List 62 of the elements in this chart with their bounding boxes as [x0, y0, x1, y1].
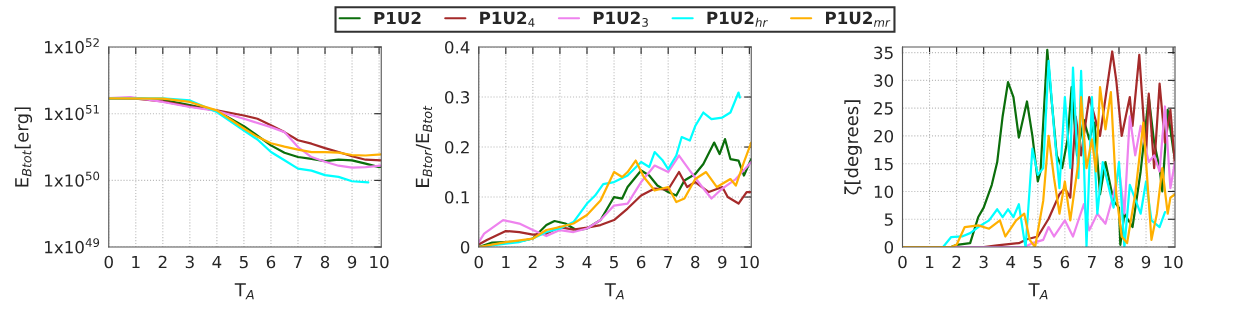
x-tick-label: 4 [1006, 255, 1016, 269]
x-tick-label: 4 [582, 255, 592, 269]
x-tick-label: 8 [691, 255, 700, 269]
x-tick-label: 10 [740, 255, 759, 269]
x-tick-label: 3 [185, 255, 194, 269]
y-tick-label: 5 [884, 213, 893, 226]
x-tick-label: 5 [239, 255, 248, 269]
y-tick-label: 15 [874, 157, 893, 171]
x-tick-label: 1 [502, 255, 510, 269]
y-tick-label: 20 [874, 129, 894, 143]
y-tick-label: 35 [874, 46, 893, 60]
x-tick-label: 6 [266, 255, 276, 269]
y-tick-label: 25 [874, 102, 893, 115]
y-tick-label: 0 [884, 241, 894, 254]
x-tick-label: 5 [1033, 255, 1042, 269]
x-tick-label: 8 [1114, 255, 1124, 269]
y-tick-label: 1x10$^{52}$ [45, 38, 99, 54]
legend-label: P1U2$_{3}$ [593, 11, 648, 27]
y-axis-title: ζ[degrees] [844, 100, 862, 195]
x-tick-label: 10 [370, 255, 389, 269]
y-tick-label: 0.4 [445, 41, 470, 54]
y-tick-label: 1x10$^{49}$ [45, 238, 100, 254]
y-axis-title: E$_{Btot}$[erg] [14, 107, 33, 187]
x-tick-label: 3 [555, 255, 564, 269]
x-tick-label: 1 [926, 255, 934, 269]
x-tick-label: 2 [528, 255, 537, 269]
y-axis-title: E$_{Btor}$/E$_{Btot}$ [415, 105, 433, 187]
x-tick-label: 2 [158, 255, 167, 269]
x-tick-label: 2 [952, 255, 961, 269]
x-tick-label: 7 [294, 255, 302, 269]
x-tick-label: 0 [898, 255, 907, 269]
x-tick-label: 7 [1087, 255, 1096, 269]
y-tick-label: 1x10$^{51}$ [45, 105, 99, 121]
y-tick-label: 0.3 [445, 91, 470, 104]
x-tick-label: 9 [718, 255, 727, 269]
x-tick-label: 6 [636, 255, 646, 269]
x-tick-label: 6 [1060, 255, 1070, 269]
x-tick-label: 9 [1141, 255, 1151, 269]
legend-label: P1U2 [374, 11, 421, 25]
y-tick-label: 10 [874, 185, 894, 199]
y-tick-label: 1x10$^{50}$ [45, 171, 100, 187]
x-axis-title: T$_{A}$ [234, 283, 254, 300]
x-axis-title: T$_{A}$ [604, 283, 624, 300]
x-tick-label: 7 [664, 255, 673, 269]
x-tick-label: 0 [474, 255, 483, 269]
legend-label: P1U2$_{4}$ [480, 11, 535, 27]
x-tick-label: 10 [1164, 255, 1183, 269]
x-axis-title: T$_{A}$ [1028, 283, 1048, 300]
legend-label: P1U2$_{mr}$ [826, 11, 891, 27]
y-tick-label: 30 [874, 74, 894, 87]
x-tick-label: 9 [347, 255, 357, 269]
x-tick-label: 4 [212, 255, 222, 269]
y-tick-label: 0.1 [445, 191, 469, 204]
x-tick-label: 1 [132, 255, 140, 269]
y-tick-label: 0.2 [445, 141, 469, 154]
legend-label: P1U2$_{hr}$ [707, 11, 768, 27]
x-tick-label: 5 [610, 255, 618, 269]
x-tick-label: 0 [104, 255, 113, 269]
line-series [478, 154, 752, 244]
x-tick-label: 8 [320, 255, 330, 269]
x-tick-label: 3 [979, 255, 988, 269]
y-tick-label: 0 [460, 241, 470, 254]
